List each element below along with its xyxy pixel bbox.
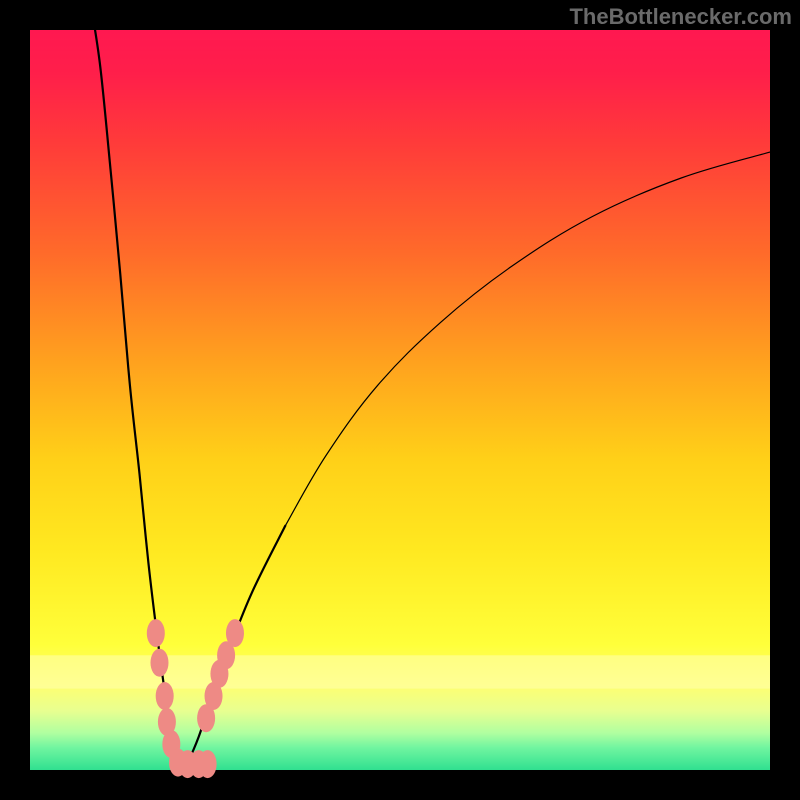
pale-band bbox=[30, 655, 770, 688]
curve-marker bbox=[199, 750, 217, 778]
watermark-text: TheBottlenecker.com bbox=[569, 4, 792, 30]
curve-marker bbox=[156, 682, 174, 710]
bottleneck-chart bbox=[0, 0, 800, 800]
curve-marker bbox=[226, 619, 244, 647]
chart-container: TheBottlenecker.com bbox=[0, 0, 800, 800]
curve-marker bbox=[151, 649, 169, 677]
curve-marker bbox=[147, 619, 165, 647]
